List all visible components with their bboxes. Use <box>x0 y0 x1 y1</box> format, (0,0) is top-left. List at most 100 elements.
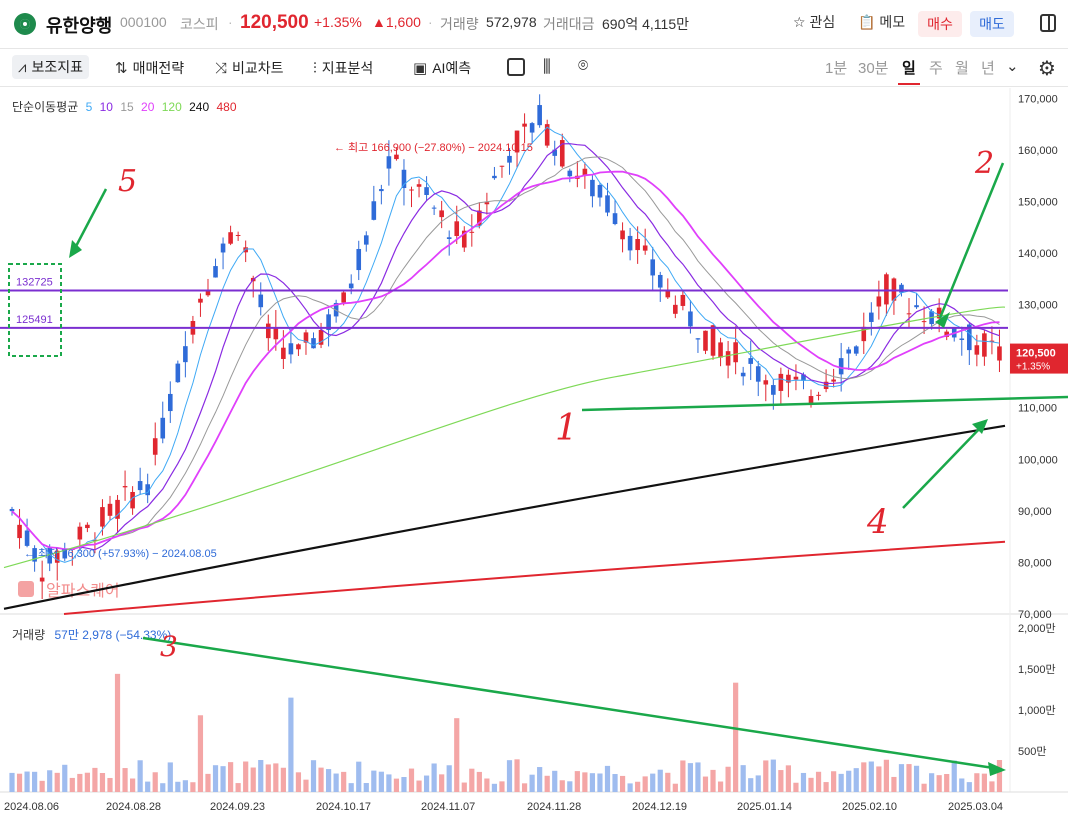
candle-body <box>688 311 693 327</box>
compare-button[interactable]: ⤨ 비교차트 <box>215 58 284 78</box>
ai-predict-button[interactable]: ▣ AI예측 <box>413 58 471 78</box>
separator-dot: · <box>228 14 233 30</box>
candle-body <box>522 123 527 127</box>
tf-1min[interactable]: 1분 <box>825 60 848 77</box>
tf-week[interactable]: 주 <box>929 60 943 77</box>
date-tick-label: 2024.09.23 <box>210 801 265 813</box>
price-tick-label: 70,000 <box>1018 609 1052 621</box>
candle-body <box>363 235 369 245</box>
camera-icon[interactable]: ⌾ <box>578 56 589 75</box>
drawing-square-icon[interactable] <box>507 58 525 76</box>
tf-month[interactable]: 월 <box>955 60 969 77</box>
volume-bar <box>54 772 60 792</box>
volume-bar <box>423 775 430 792</box>
volume-bar <box>318 767 324 792</box>
volume-bar <box>152 772 158 792</box>
stock-name[interactable]: 유한양행 <box>46 16 113 36</box>
ma-legend-title: 단순이동평균 <box>12 100 79 114</box>
date-tick-label: 2024.10.17 <box>316 801 371 813</box>
strategy-button[interactable]: ⇅ 매매전략 <box>115 58 184 78</box>
side-panel-icon[interactable] <box>1040 14 1056 32</box>
volume-bar <box>574 771 580 792</box>
chevron-down-icon[interactable]: ⌄ <box>1006 58 1019 75</box>
arrow-head-icon <box>935 312 950 328</box>
ma-480: 480 <box>216 100 237 114</box>
volume-bar <box>461 782 467 792</box>
candle-body <box>220 243 226 253</box>
candle-body <box>801 374 806 381</box>
volume-bar <box>800 772 807 792</box>
candle-body <box>529 123 535 133</box>
volume-bar <box>227 762 234 792</box>
volume-value: 572,978 <box>486 14 537 30</box>
volume-bar <box>559 780 565 792</box>
volume-bar <box>265 764 271 792</box>
strategy-label: 매매전략 <box>132 60 185 76</box>
candle-body <box>62 548 68 559</box>
analysis-button[interactable]: ⫶ 지표분석 <box>313 58 373 78</box>
volume-bar <box>167 762 173 792</box>
ma-legend: 단순이동평균 5 10 15 20 120 240 480 <box>12 98 241 115</box>
candle-body <box>24 530 30 546</box>
analysis-label: 지표분석 <box>321 60 374 76</box>
candle-body <box>778 373 784 391</box>
candle-type-icon[interactable]: ⫼ <box>543 57 551 76</box>
candle-body <box>167 393 173 412</box>
current-price-tag-pct: +1.35% <box>1016 362 1050 373</box>
tf-year[interactable]: 년 <box>981 60 995 77</box>
indicator-icon: ⩘ <box>18 59 27 76</box>
candle-body <box>484 202 490 205</box>
volume-bar <box>755 775 761 792</box>
volume-bar <box>891 776 897 792</box>
sell-button[interactable]: 매도 <box>970 11 1014 37</box>
candle-body <box>507 155 512 163</box>
volume-bar <box>439 774 445 792</box>
candle-body <box>115 499 120 519</box>
indicators-button[interactable]: ⩘ 보조지표 <box>12 55 89 79</box>
hand-mark-2: 2 <box>974 146 994 181</box>
volume-tick-label: 1,500만 <box>1018 663 1056 676</box>
tf-day[interactable]: 일 <box>902 60 916 77</box>
ai-chip-icon: ▣ <box>413 60 428 77</box>
candle-body <box>492 175 497 179</box>
candle-body <box>454 221 460 237</box>
volume-bar <box>356 761 362 792</box>
gear-icon[interactable]: ⚙ <box>1038 58 1056 80</box>
candle-body <box>974 345 980 355</box>
candle-body <box>145 484 150 496</box>
volume-bar <box>243 761 249 792</box>
candle-body <box>401 169 407 189</box>
candle-body <box>718 342 723 358</box>
volume-bar <box>258 760 264 792</box>
volume-tick-label: 1,000만 <box>1018 704 1056 717</box>
volume-bar <box>642 776 648 792</box>
tf-30min[interactable]: 30분 <box>858 60 889 77</box>
volume-bar <box>69 777 75 792</box>
candle-body <box>914 305 919 308</box>
ma10-line <box>11 143 1000 551</box>
price-tick-label: 130,000 <box>1018 300 1058 312</box>
company-logo-icon <box>14 13 36 35</box>
level-label: 125491 <box>16 314 53 326</box>
high-annotation: ← 최고 166,900 (−27.80%) − 2024.10.15 <box>334 141 533 154</box>
chart-toolbar: ⩘ 보조지표 ⇅ 매매전략 ⤨ 비교차트 ⫶ 지표분석 ▣ AI예측 <box>0 48 1068 87</box>
volume-bar <box>393 778 400 792</box>
volume-bar <box>220 766 226 792</box>
volume-bar <box>122 768 128 792</box>
shuffle-icon: ⤨ <box>215 60 228 77</box>
volume-bar <box>333 773 339 792</box>
watchlist-button[interactable]: ☆ 관심 <box>793 12 835 32</box>
volume-bar <box>544 775 550 792</box>
candle-body <box>853 346 859 354</box>
buy-button[interactable]: 매수 <box>918 11 962 37</box>
candle-body <box>763 380 769 385</box>
price-tick-label: 170,000 <box>1018 93 1058 105</box>
volume-bar <box>371 770 377 792</box>
date-tick-label: 2024.08.06 <box>4 801 59 813</box>
memo-button[interactable]: 📋 메모 <box>858 12 905 32</box>
volume-bar <box>650 773 656 792</box>
volume-bar <box>84 772 90 792</box>
candle-body <box>47 547 52 564</box>
volume-bar <box>808 777 814 792</box>
